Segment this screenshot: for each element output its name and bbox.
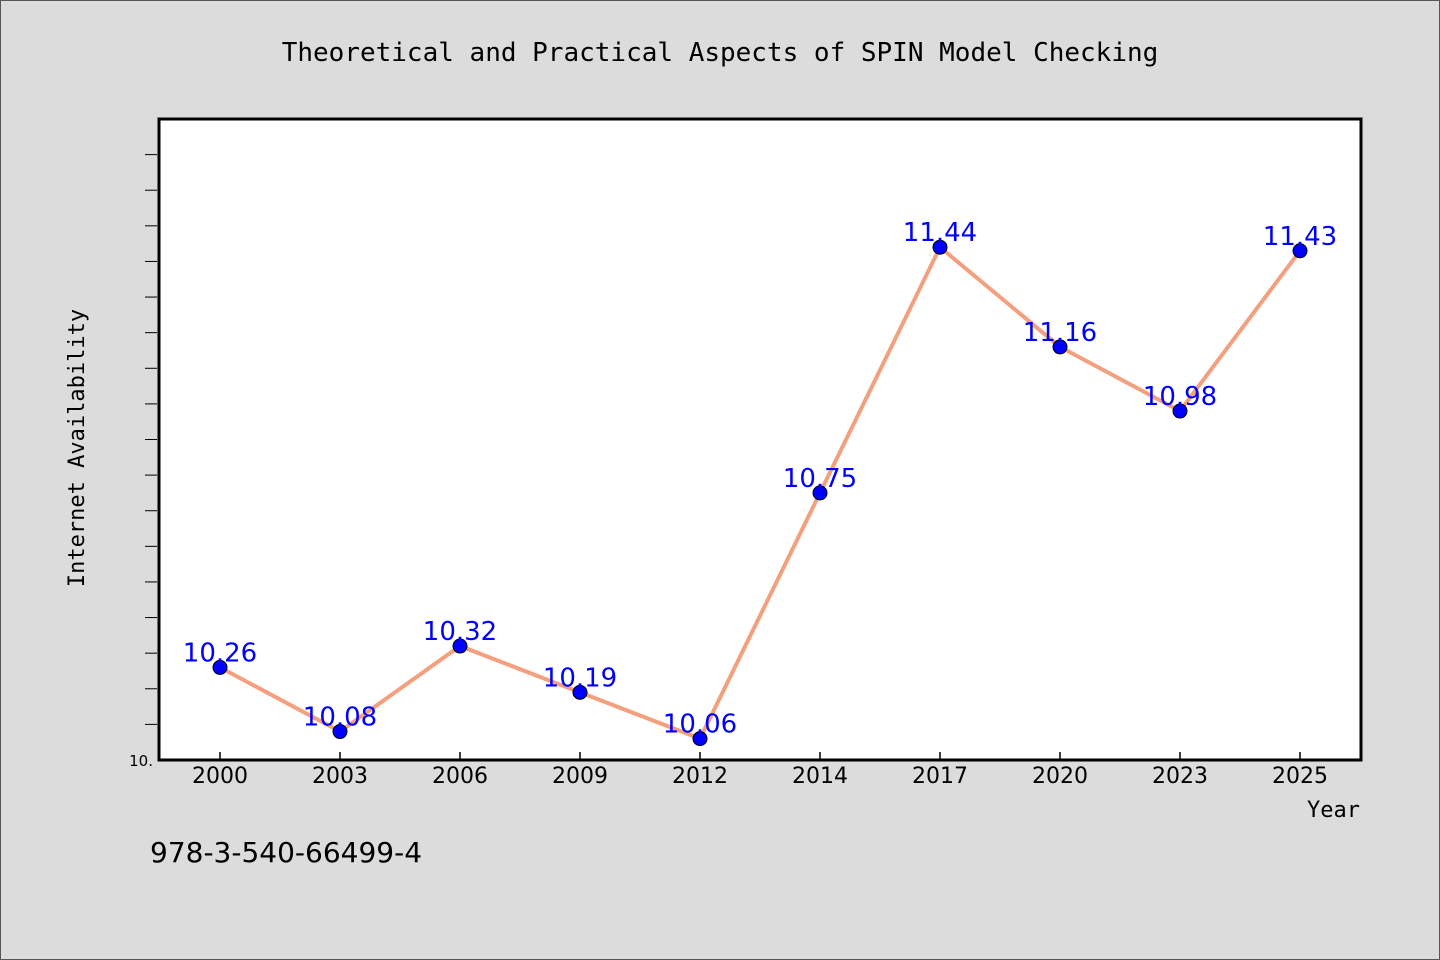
data-point: [1172, 403, 1188, 419]
data-label: 10.26: [183, 638, 257, 668]
y-tick-label: 10.: [129, 752, 153, 770]
plot-area: [157, 117, 1363, 762]
data-point: [572, 684, 588, 700]
series-markers: [212, 239, 1308, 747]
x-tick-label: 2017: [912, 764, 968, 789]
data-point: [812, 485, 828, 501]
data-label: 10.75: [783, 464, 857, 494]
data-label: 11.43: [1263, 222, 1337, 252]
data-point: [212, 659, 228, 675]
y-axis-ticks: [145, 154, 157, 725]
data-label: 10.06: [663, 710, 737, 740]
data-point: [1052, 339, 1068, 355]
series-line: [219, 245, 1302, 741]
x-tick-label: 2006: [432, 764, 488, 789]
data-point: [932, 239, 948, 255]
y-axis-label: Internet Availability: [65, 309, 90, 587]
x-axis-ticks: 2000 2003 2006 2009 2012 2014 2017 2020 2023 2025: [192, 752, 1328, 789]
x-tick-label: 2020: [1032, 764, 1088, 789]
x-axis-label: Year: [1307, 798, 1360, 823]
chart-title: Theoretical and Practical Aspects of SPI…: [282, 38, 1159, 68]
data-label: 10.32: [423, 617, 497, 647]
data-point: [452, 638, 468, 654]
x-tick-label: 2012: [672, 764, 728, 789]
x-tick-label: 2025: [1272, 764, 1328, 789]
x-tick-label: 2014: [792, 764, 848, 789]
data-label: 11.16: [1023, 318, 1097, 348]
data-label: 10.98: [1143, 382, 1217, 412]
x-tick-label: 2000: [192, 764, 248, 789]
data-label: 11.44: [903, 218, 977, 248]
isbn-footer: 978-3-540-66499-4: [150, 836, 422, 869]
data-labels: 10.26 10.08 10.32 10.19 10.06 10.75 11.44 11.16…: [183, 218, 1337, 739]
data-point: [332, 724, 348, 740]
data-label: 10.08: [303, 703, 377, 733]
x-tick-label: 2023: [1152, 764, 1208, 789]
x-tick-label: 2009: [552, 764, 608, 789]
data-label: 10.19: [543, 663, 617, 693]
data-point: [1292, 243, 1308, 259]
data-point: [692, 731, 708, 747]
x-tick-label: 2003: [312, 764, 368, 789]
